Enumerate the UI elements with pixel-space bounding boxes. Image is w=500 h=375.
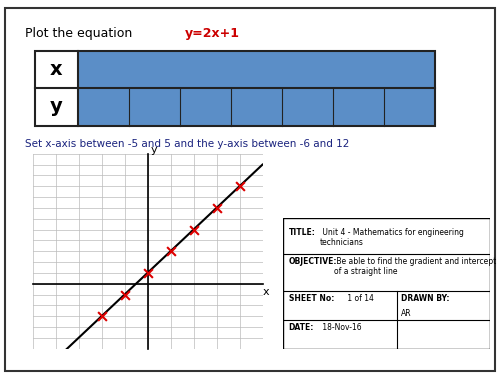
Bar	[78, 88, 435, 126]
Text: y: y	[151, 146, 158, 156]
Point	[120, 292, 128, 298]
Text: OBJECTIVE:: OBJECTIVE:	[288, 257, 337, 266]
Point	[144, 270, 152, 276]
Point	[98, 313, 106, 319]
Bar	[35, 51, 435, 126]
Text: y: y	[50, 98, 62, 116]
Point	[212, 205, 220, 211]
Text: Set x-axis between -5 and 5 and the y-axis between -6 and 12: Set x-axis between -5 and 5 and the y-ax…	[25, 140, 349, 149]
Text: x: x	[50, 60, 62, 79]
Text: DATE:: DATE:	[288, 322, 314, 332]
Text: x: x	[262, 287, 270, 297]
Point	[190, 226, 198, 232]
Text: y=2x+1: y=2x+1	[185, 27, 240, 40]
FancyBboxPatch shape	[5, 8, 495, 371]
Point	[236, 183, 244, 189]
Text: Plot the equation: Plot the equation	[25, 27, 136, 40]
Bar	[78, 51, 435, 88]
Point	[166, 248, 174, 254]
Text: Be able to find the gradient and intercept of a straight line: Be able to find the gradient and interce…	[334, 257, 496, 276]
Text: SHEET No:: SHEET No:	[288, 294, 334, 303]
Text: 1 of 14: 1 of 14	[345, 294, 374, 303]
Text: AR: AR	[401, 309, 411, 318]
Text: TITLE:: TITLE:	[288, 228, 316, 237]
Text: 18-Nov-16: 18-Nov-16	[320, 322, 362, 332]
Text: Unit 4 - Mathematics for engineering technicians: Unit 4 - Mathematics for engineering tec…	[320, 228, 464, 248]
Text: DRAWN BY:: DRAWN BY:	[401, 294, 450, 303]
